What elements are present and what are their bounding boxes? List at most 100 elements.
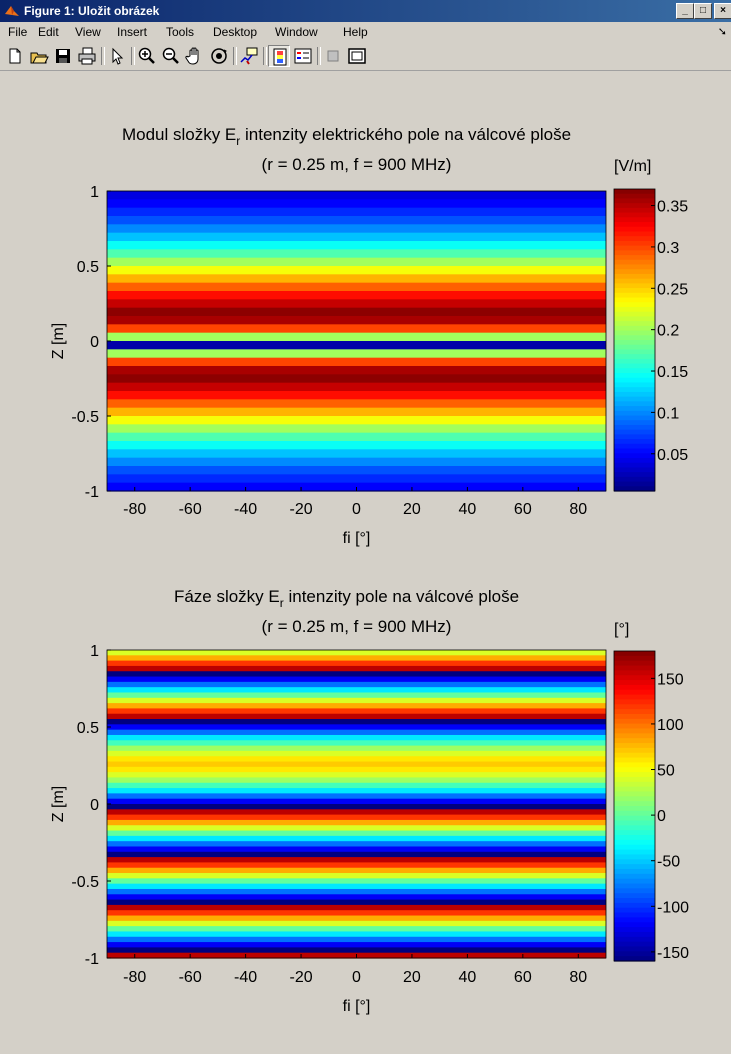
colorbar-segment bbox=[614, 250, 655, 256]
colorbar-segment bbox=[614, 302, 655, 308]
heatmap-band bbox=[107, 432, 606, 442]
x-tick-label: 20 bbox=[403, 501, 421, 518]
heatmap-band bbox=[107, 729, 606, 736]
colorbar-segment bbox=[614, 801, 655, 807]
heatmap-band bbox=[107, 266, 606, 275]
chart-title-subscript: r bbox=[236, 134, 240, 148]
close-button[interactable]: × bbox=[714, 3, 731, 19]
heatmap-band bbox=[107, 915, 606, 922]
chart-title: Modul složky Er intenzity elektrického p… bbox=[122, 125, 571, 148]
heatmap-band bbox=[107, 207, 606, 217]
colorbar-segment bbox=[614, 231, 655, 237]
colorbar-segment bbox=[614, 344, 655, 351]
colorbar-segment bbox=[614, 786, 655, 793]
heatmap-band bbox=[107, 382, 606, 392]
menu-view[interactable]: View bbox=[75, 25, 101, 39]
heatmap-band bbox=[107, 904, 606, 911]
colorbar-segment bbox=[614, 791, 655, 797]
show-plot-tools-icon[interactable] bbox=[346, 45, 368, 67]
colorbar-tick-label: 0 bbox=[657, 808, 666, 825]
heatmap-band bbox=[107, 883, 606, 890]
title-bar: Figure 1: Uložit obrázek _ □ × bbox=[0, 0, 731, 22]
minimize-button[interactable]: _ bbox=[676, 3, 694, 19]
maximize-button[interactable]: □ bbox=[694, 3, 712, 19]
menu-window[interactable]: Window bbox=[275, 25, 318, 39]
colorbar-tick-label: 100 bbox=[657, 717, 684, 734]
colorbar-tick-label: 0.15 bbox=[657, 364, 688, 381]
colorbar-segment bbox=[614, 401, 655, 407]
colorbar-segment bbox=[614, 273, 655, 280]
heatmap-band bbox=[107, 697, 606, 704]
x-tick-label: 80 bbox=[569, 501, 587, 518]
colorbar-segment bbox=[614, 752, 655, 759]
pan-icon[interactable] bbox=[184, 45, 206, 67]
heatmap-band bbox=[107, 199, 606, 209]
print-figure-icon[interactable] bbox=[76, 45, 98, 67]
colorbar-segment bbox=[614, 415, 655, 421]
heatmap-band bbox=[107, 299, 606, 309]
colorbar-segment bbox=[614, 888, 655, 894]
toolbar-separator bbox=[263, 47, 267, 65]
x-tick-label: -80 bbox=[123, 501, 146, 518]
menu-edit[interactable]: Edit bbox=[38, 25, 59, 39]
colorbar-segment bbox=[614, 476, 655, 483]
colorbar-segment bbox=[614, 747, 655, 754]
colorbar-tick-label: 0.3 bbox=[657, 240, 679, 257]
colorbar-segment bbox=[614, 907, 655, 914]
colorbar-segment bbox=[614, 222, 655, 228]
heatmap-band bbox=[107, 391, 606, 400]
heatmap-band bbox=[107, 830, 606, 837]
menu-insert[interactable]: Insert bbox=[117, 25, 148, 39]
heatmap-band bbox=[107, 910, 606, 917]
heatmap-band bbox=[107, 857, 606, 864]
heatmap-band bbox=[107, 341, 606, 350]
rotate-3d-icon[interactable] bbox=[208, 45, 230, 67]
colorbar-segment bbox=[614, 453, 655, 459]
colorbar-unit-label: [°] bbox=[614, 621, 629, 638]
colorbar-segment bbox=[614, 810, 655, 817]
menu-file[interactable]: File bbox=[8, 25, 28, 39]
zoom-in-icon[interactable] bbox=[136, 45, 158, 67]
new-figure-icon[interactable] bbox=[4, 45, 26, 67]
heatmap-band bbox=[107, 257, 606, 267]
colorbar-segment bbox=[614, 486, 655, 492]
colorbar-segment bbox=[614, 689, 655, 696]
heatmap-band bbox=[107, 232, 606, 242]
chart-2: Fáze složky Er intenzity pole na válcové… bbox=[50, 587, 689, 1015]
colorbar-segment bbox=[614, 306, 655, 313]
colorbar-frame bbox=[613, 188, 656, 492]
chart-title-main: Modul složky E bbox=[122, 125, 236, 144]
open-file-icon[interactable] bbox=[28, 45, 50, 67]
menu-tools[interactable]: Tools bbox=[166, 25, 195, 39]
menu-help[interactable]: Help bbox=[343, 25, 368, 39]
figure-toolbar bbox=[0, 42, 731, 71]
heatmap-band bbox=[107, 366, 606, 375]
x-tick-label: 60 bbox=[514, 501, 532, 518]
insert-legend-icon[interactable] bbox=[292, 45, 314, 67]
menu-overflow-icon[interactable]: ➘ bbox=[717, 26, 727, 38]
menu-desktop[interactable]: Desktop bbox=[213, 25, 258, 39]
colorbar-segment bbox=[614, 330, 655, 336]
hide-plot-tools-icon[interactable] bbox=[322, 45, 344, 67]
colorbar-segment bbox=[614, 839, 655, 846]
colorbar-segment bbox=[614, 212, 655, 218]
colorbar-segment bbox=[614, 387, 655, 393]
y-tick-label: -0.5 bbox=[71, 874, 99, 891]
insert-colorbar-icon[interactable] bbox=[268, 45, 290, 67]
y-tick-label: 1 bbox=[90, 184, 99, 201]
data-cursor-icon[interactable] bbox=[238, 45, 260, 67]
colorbar-segment bbox=[614, 704, 655, 710]
save-figure-icon[interactable] bbox=[52, 45, 74, 67]
heatmap-band bbox=[107, 416, 606, 425]
colorbar-segment bbox=[614, 718, 655, 725]
x-tick-label: -20 bbox=[289, 969, 312, 986]
colorbar-segment bbox=[614, 733, 655, 739]
zoom-out-icon[interactable] bbox=[160, 45, 182, 67]
toolbar-separator bbox=[233, 47, 237, 65]
x-tick-label: 20 bbox=[403, 969, 421, 986]
heatmap-band bbox=[107, 761, 606, 768]
edit-plot-icon[interactable] bbox=[106, 45, 128, 67]
colorbar-segment bbox=[614, 377, 655, 384]
heatmap-band bbox=[107, 772, 606, 779]
